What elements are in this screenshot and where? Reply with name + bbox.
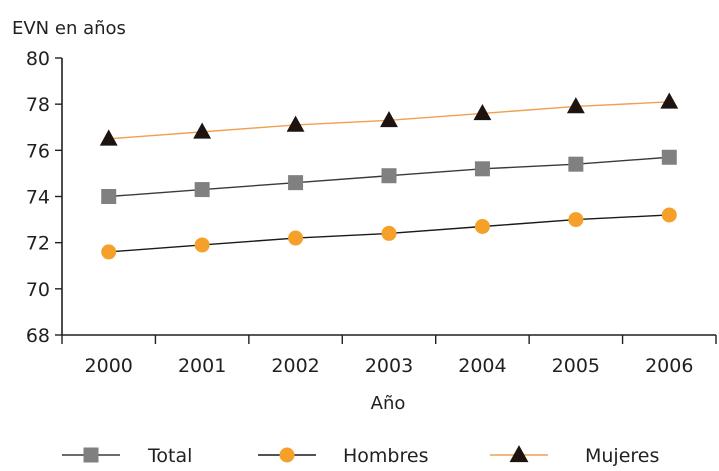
y-axis-title: EVN en años — [12, 18, 126, 39]
axes — [61, 58, 716, 336]
legend-label: Total — [147, 445, 192, 467]
data-point — [474, 161, 490, 177]
data-point — [288, 230, 304, 246]
data-point — [193, 122, 212, 139]
data-point — [380, 110, 398, 128]
legend-marker — [509, 445, 529, 463]
data-point — [473, 104, 492, 121]
series-mujeres — [99, 92, 679, 146]
data-point — [194, 237, 210, 253]
legend-label: Mujeres — [585, 445, 659, 467]
data-point — [194, 182, 210, 198]
data-point — [101, 189, 117, 204]
x-tick-label: 2004 — [458, 355, 506, 377]
legend-marker — [83, 447, 99, 463]
legend-label: Hombres — [343, 445, 428, 467]
data-point — [286, 115, 305, 132]
legend-item-mujeres: Mujeres — [490, 445, 659, 467]
x-tick-label: 2001 — [178, 355, 226, 377]
legend-item-hombres: Hombres — [258, 445, 428, 467]
series-hombres — [101, 207, 677, 260]
x-tick-label: 2006 — [645, 355, 693, 377]
y-axis-ticks: 68 70 72 74 76 78 80 — [26, 48, 62, 347]
y-tick-label: 68 — [26, 325, 50, 347]
data-point — [568, 212, 584, 228]
series-total — [101, 149, 677, 204]
data-point — [661, 149, 677, 165]
legend: Total Hombres Mujeres — [62, 445, 659, 467]
series-layer — [99, 92, 679, 260]
data-point — [566, 97, 585, 114]
x-tick-label: 2005 — [552, 355, 600, 377]
legend-marker — [279, 447, 295, 463]
data-point — [288, 175, 304, 191]
x-axis-ticks: 2000 2001 2002 2003 2004 2005 2006 — [61, 335, 717, 377]
y-tick-label: 70 — [26, 279, 50, 301]
data-point — [660, 92, 679, 109]
x-tick-label: 2000 — [85, 355, 133, 377]
data-point — [381, 168, 397, 184]
x-tick-label: 2002 — [271, 355, 319, 377]
y-tick-label: 78 — [26, 94, 50, 116]
data-point — [381, 225, 397, 241]
y-tick-label: 76 — [26, 140, 50, 162]
data-point — [101, 244, 117, 260]
data-point — [99, 129, 118, 146]
data-point — [474, 219, 490, 235]
y-tick-label: 80 — [26, 48, 50, 70]
y-tick-label: 72 — [26, 233, 50, 255]
y-tick-label: 74 — [26, 187, 50, 209]
data-point — [568, 156, 584, 172]
x-axis-title: Año — [371, 393, 406, 414]
x-tick-label: 2003 — [365, 355, 413, 377]
legend-item-total: Total — [62, 445, 192, 467]
data-point — [661, 207, 677, 223]
